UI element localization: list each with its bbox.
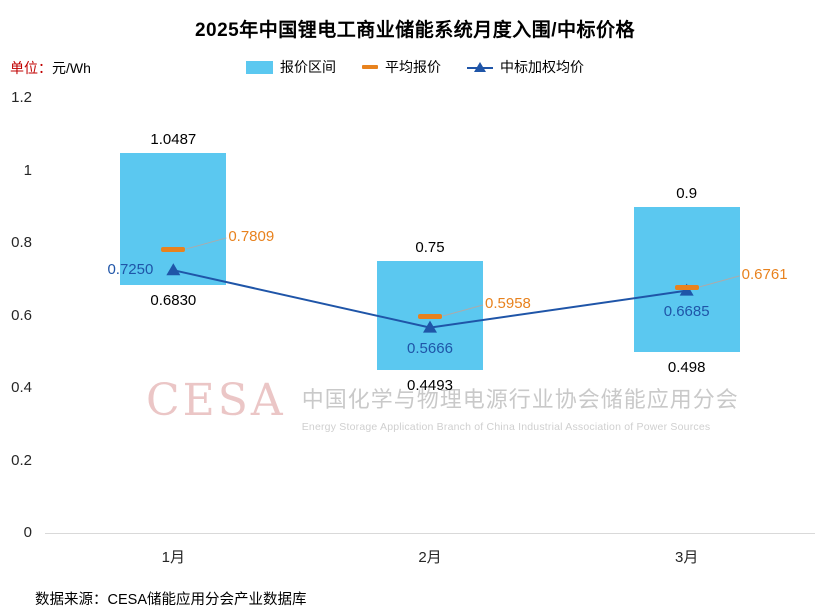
unit-label: 单位：元/Wh [10, 58, 91, 78]
cesa-logo: CESA [146, 375, 286, 426]
bar-high-label: 0.9 [676, 184, 698, 202]
y-tick-label: 0.4 [11, 379, 32, 396]
win-price-label: 0.6685 [663, 302, 710, 320]
avg-price-label: 0.7809 [228, 227, 275, 245]
y-tick-label: 0.6 [11, 306, 32, 324]
win-price-marker [679, 283, 694, 296]
win-price-line [173, 269, 687, 329]
win-price-label: 0.5666 [407, 339, 453, 357]
x-axis-label: 2月 [418, 549, 442, 566]
legend-label-average-quote: 平均报价 [385, 59, 441, 75]
win-price-label: 0.7250 [107, 261, 154, 279]
y-tick-label: 0.2 [11, 451, 32, 469]
avg-price-label: 0.5958 [485, 295, 531, 313]
unit-prefix: 单位： [10, 60, 52, 76]
unit-value: 元/Wh [52, 60, 91, 76]
legend-label-quote-range: 报价区间 [280, 59, 336, 75]
x-axis-line [45, 533, 815, 534]
avg-label-leader-line [699, 275, 740, 288]
range-bar [633, 206, 740, 353]
win-price-marker [166, 263, 181, 276]
y-tick-label: 0 [23, 524, 32, 541]
avg-price-marker [674, 284, 699, 290]
avg-price-marker [161, 246, 186, 252]
legend: 报价区间 平均报价 中标加权均价 [0, 57, 830, 77]
data-source: 数据来源：CESA储能应用分会产业数据库 [35, 592, 307, 608]
x-axis-label: 1月 [161, 549, 185, 566]
legend-dash-swatch-icon [362, 65, 378, 69]
watermark-chinese: 中国化学与物理电源行业协会储能应用分会 [301, 387, 739, 412]
watermark: CESA 中国化学与物理电源行业协会储能应用分会 Energy Storage … [146, 375, 739, 433]
bar-high-label: 0.75 [415, 239, 445, 257]
bar-low-label: 0.4493 [407, 377, 453, 395]
chart-title: 2025年中国锂电工商业储能系统月度入围/中标价格 [194, 20, 636, 41]
legend-bar-swatch-icon [246, 60, 273, 74]
avg-price-marker [418, 314, 442, 320]
x-axis-label: 3月 [674, 549, 699, 566]
legend-label-weighted-price: 中标加权均价 [500, 59, 584, 75]
legend-item-weighted-price: 中标加权均价 [467, 57, 584, 77]
avg-label-leader-line [186, 237, 227, 250]
legend-triangle-icon [474, 61, 486, 72]
avg-price-label: 0.6761 [741, 265, 788, 283]
bar-low-label: 0.6830 [150, 292, 197, 310]
y-tick-label: 1.2 [11, 89, 32, 106]
y-tick-label: 0.8 [11, 234, 32, 251]
legend-item-average-quote: 平均报价 [362, 57, 441, 77]
range-bar [120, 152, 227, 286]
y-tick-label: 1 [23, 161, 32, 179]
avg-label-leader-line [442, 304, 484, 317]
legend-item-quote-range: 报价区间 [246, 57, 336, 77]
bar-low-label: 0.498 [667, 359, 706, 377]
watermark-english: Energy Storage Application Branch of Chi… [301, 421, 711, 433]
legend-line-triangle-swatch-icon [467, 61, 493, 74]
bar-high-label: 1.0487 [150, 130, 197, 148]
win-price-marker [423, 320, 437, 333]
range-bar [377, 261, 483, 371]
watermark-text: 中国化学与物理电源行业协会储能应用分会 Energy Storage Appli… [302, 382, 739, 433]
